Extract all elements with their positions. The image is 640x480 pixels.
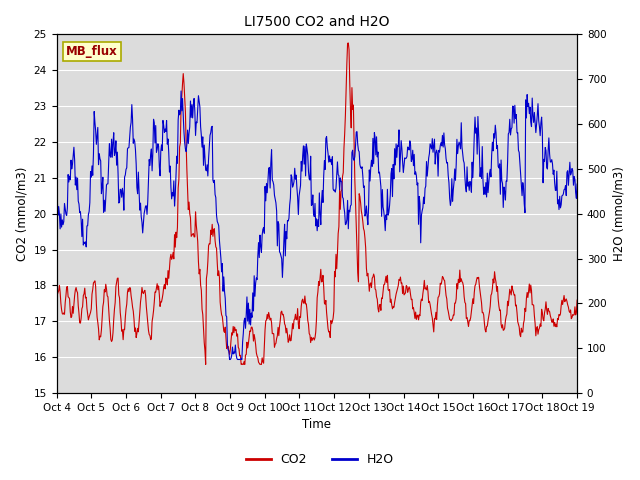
CO2 xyxy=(168,254,176,260)
CO2 xyxy=(196,266,204,272)
Title: LI7500 CO2 and H2O: LI7500 CO2 and H2O xyxy=(244,15,390,29)
CO2 xyxy=(52,301,60,307)
H2O xyxy=(573,181,581,187)
Y-axis label: H2O (mmol/m3): H2O (mmol/m3) xyxy=(612,166,625,261)
H2O xyxy=(116,199,124,205)
CO2 xyxy=(573,297,581,303)
H2O xyxy=(177,88,185,94)
Y-axis label: CO2 (mmol/m3): CO2 (mmol/m3) xyxy=(15,167,28,261)
H2O xyxy=(196,124,204,130)
Line: CO2: CO2 xyxy=(56,43,577,364)
CO2 xyxy=(202,361,209,367)
CO2 xyxy=(62,293,70,299)
Line: H2O: H2O xyxy=(56,91,577,360)
X-axis label: Time: Time xyxy=(302,419,332,432)
CO2 xyxy=(381,278,389,284)
Legend: CO2, H2O: CO2, H2O xyxy=(241,448,399,471)
CO2 xyxy=(116,295,124,300)
H2O xyxy=(62,211,70,217)
H2O xyxy=(226,357,234,362)
H2O xyxy=(397,155,404,160)
CO2 xyxy=(397,274,404,280)
H2O xyxy=(168,190,176,195)
Text: MB_flux: MB_flux xyxy=(66,45,118,58)
H2O xyxy=(381,228,389,234)
CO2 xyxy=(344,40,352,46)
H2O xyxy=(52,220,60,226)
